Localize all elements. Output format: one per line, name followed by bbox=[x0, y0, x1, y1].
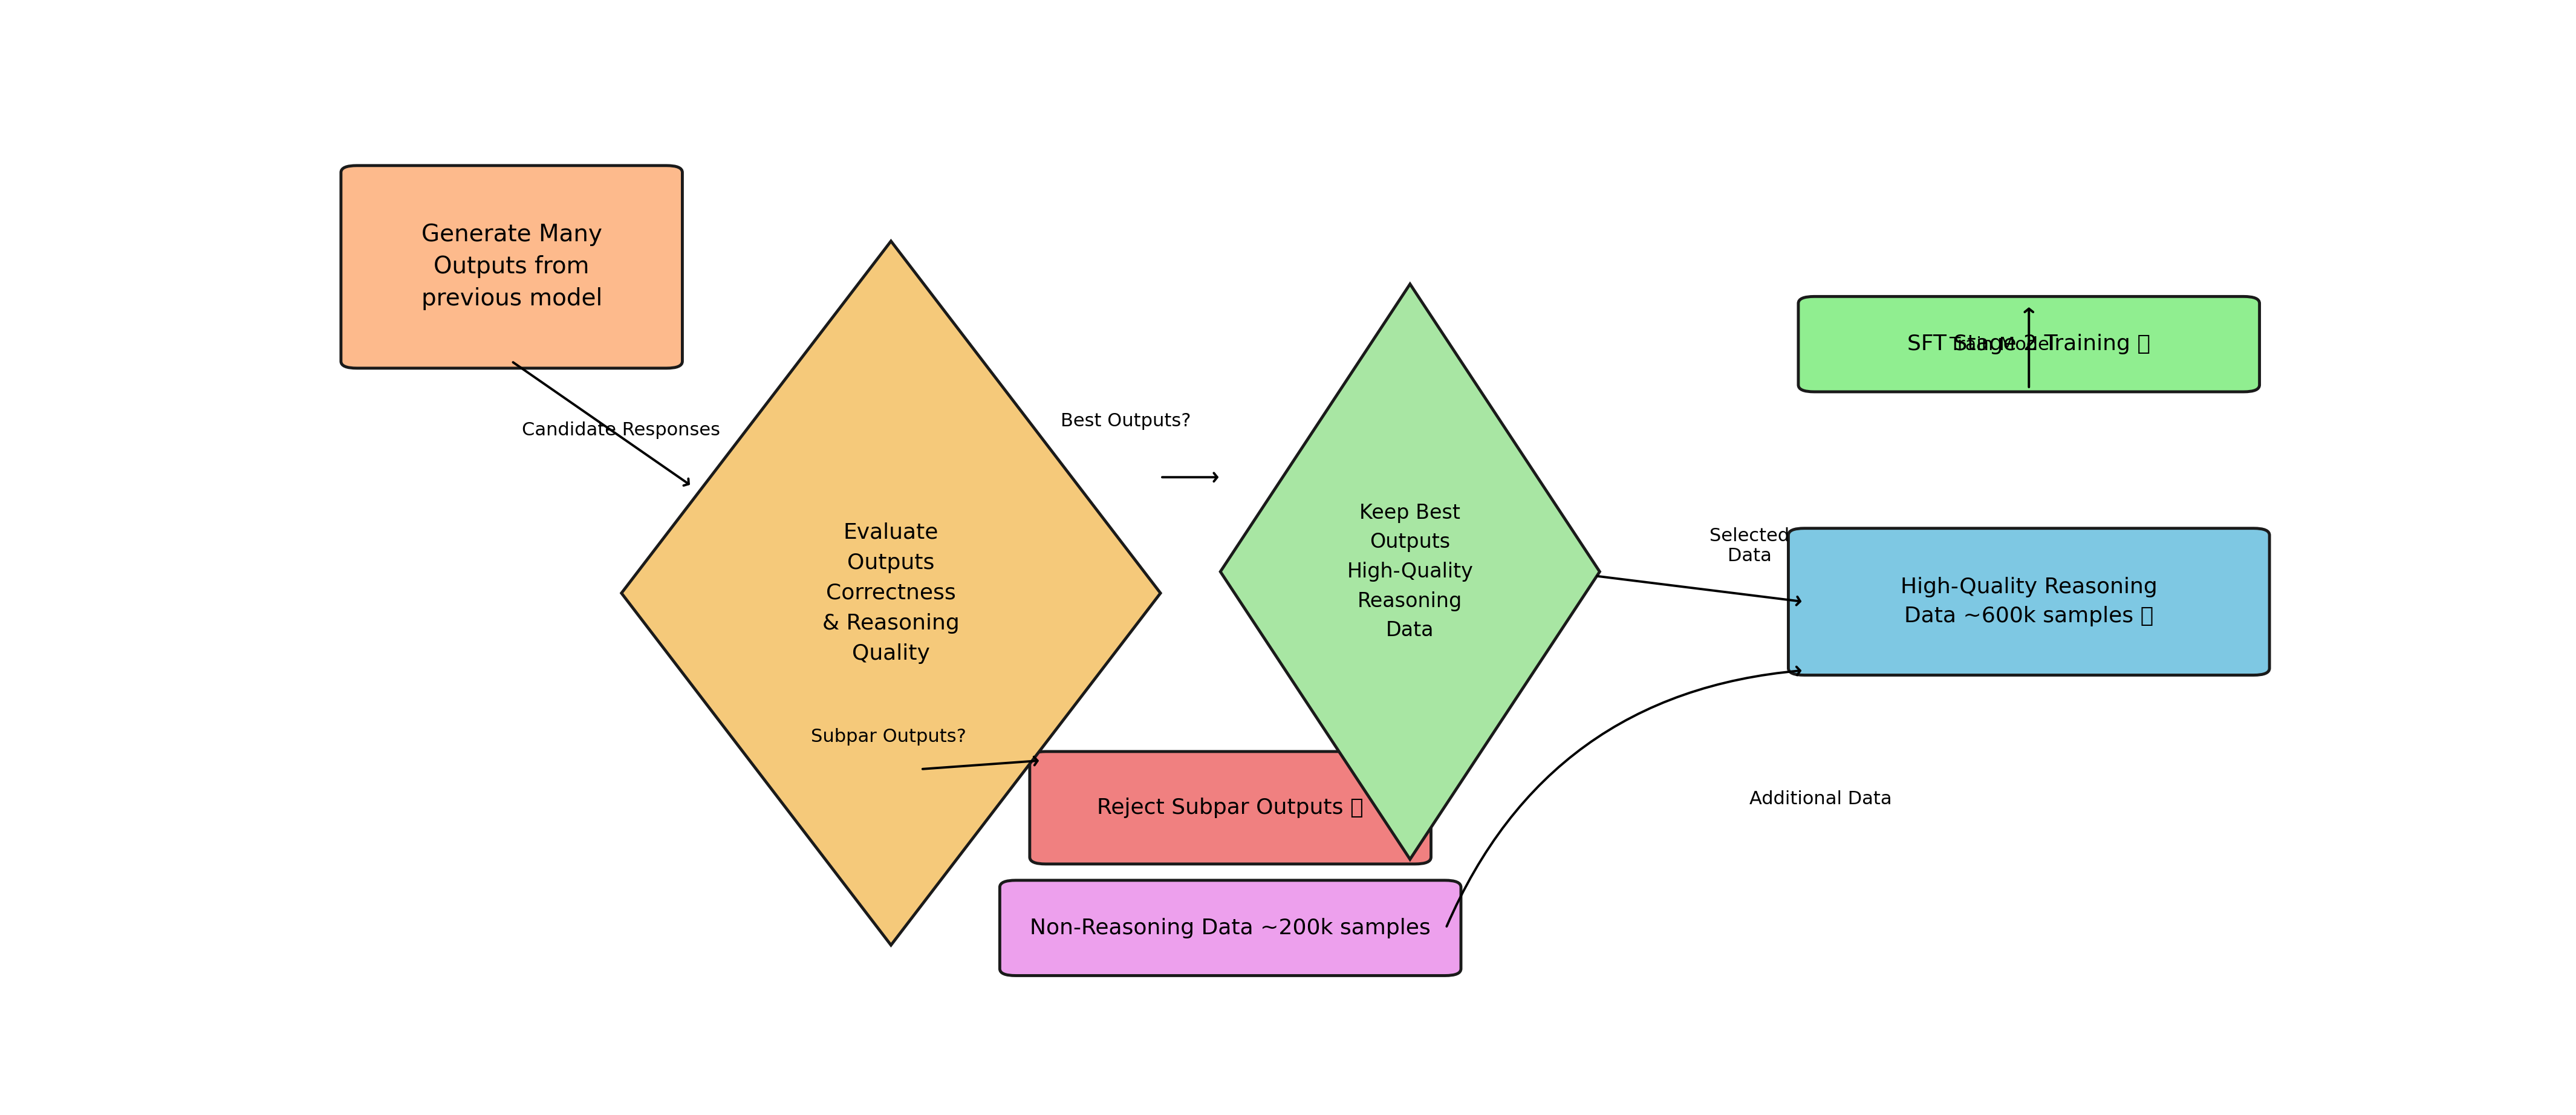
Text: Candidate Responses: Candidate Responses bbox=[520, 421, 719, 439]
Text: Best Outputs?: Best Outputs? bbox=[1061, 413, 1190, 430]
FancyBboxPatch shape bbox=[1788, 529, 2269, 675]
FancyBboxPatch shape bbox=[340, 165, 683, 368]
Text: Train Model: Train Model bbox=[1950, 337, 2056, 353]
Polygon shape bbox=[1221, 284, 1600, 860]
FancyBboxPatch shape bbox=[1798, 297, 2259, 391]
Text: SFT Stage 2 Training 🚀: SFT Stage 2 Training 🚀 bbox=[1906, 333, 2151, 355]
FancyBboxPatch shape bbox=[999, 881, 1461, 976]
FancyBboxPatch shape bbox=[1030, 752, 1432, 864]
Text: Additional Data: Additional Data bbox=[1749, 791, 1891, 808]
Text: Reject Subpar Outputs ❌: Reject Subpar Outputs ❌ bbox=[1097, 797, 1363, 818]
Text: Keep Best
Outputs
High-Quality
Reasoning
Data: Keep Best Outputs High-Quality Reasoning… bbox=[1347, 503, 1473, 640]
Polygon shape bbox=[621, 241, 1159, 946]
Text: Generate Many
Outputs from
previous model: Generate Many Outputs from previous mode… bbox=[422, 223, 603, 310]
Text: Selected
Data: Selected Data bbox=[1710, 527, 1790, 565]
Text: Subpar Outputs?: Subpar Outputs? bbox=[811, 728, 966, 745]
Text: Evaluate
Outputs
Correctness
& Reasoning
Quality: Evaluate Outputs Correctness & Reasoning… bbox=[822, 522, 958, 665]
Text: Non-Reasoning Data ~200k samples: Non-Reasoning Data ~200k samples bbox=[1030, 918, 1430, 938]
Text: High-Quality Reasoning
Data ~600k samples ✅: High-Quality Reasoning Data ~600k sample… bbox=[1901, 578, 2156, 627]
